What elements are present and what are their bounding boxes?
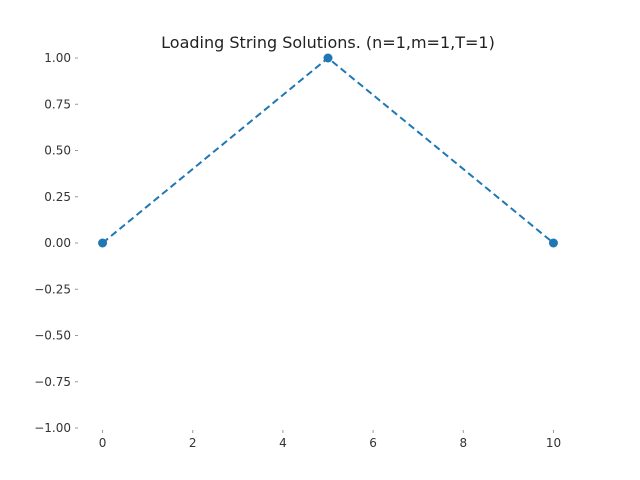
x-tick-label: 2	[189, 436, 197, 450]
chart-title: Loading String Solutions. (n=1,m=1,T=1)	[161, 33, 495, 52]
x-tick-label: 10	[546, 436, 561, 450]
data-point	[548, 238, 558, 248]
x-tick-label: 8	[459, 436, 467, 450]
y-tick-label: 1.00	[44, 51, 71, 65]
y-tick-label: −0.75	[34, 375, 71, 389]
y-tick-label: 0.00	[44, 236, 71, 250]
y-tick-label: 0.25	[44, 190, 71, 204]
y-tick-label: −1.00	[34, 421, 71, 435]
y-tick-label: −0.25	[34, 282, 71, 296]
data-point	[98, 238, 108, 248]
x-tick-label: 4	[279, 436, 287, 450]
y-tick-label: 0.75	[44, 97, 71, 111]
y-tick-label: −0.50	[34, 329, 71, 343]
y-axis: 1.00 0.75 0.50 0.25 0.00 −0.25 −0.50 −0.75 −1.00	[34, 51, 78, 435]
x-tick-label: 6	[369, 436, 377, 450]
data-point	[323, 53, 333, 63]
x-axis: 0 2 4 6 8 10	[99, 430, 561, 450]
y-tick-label: 0.50	[44, 144, 71, 158]
series-line	[101, 56, 555, 244]
series-layer	[98, 53, 558, 248]
x-tick-label: 0	[99, 436, 107, 450]
